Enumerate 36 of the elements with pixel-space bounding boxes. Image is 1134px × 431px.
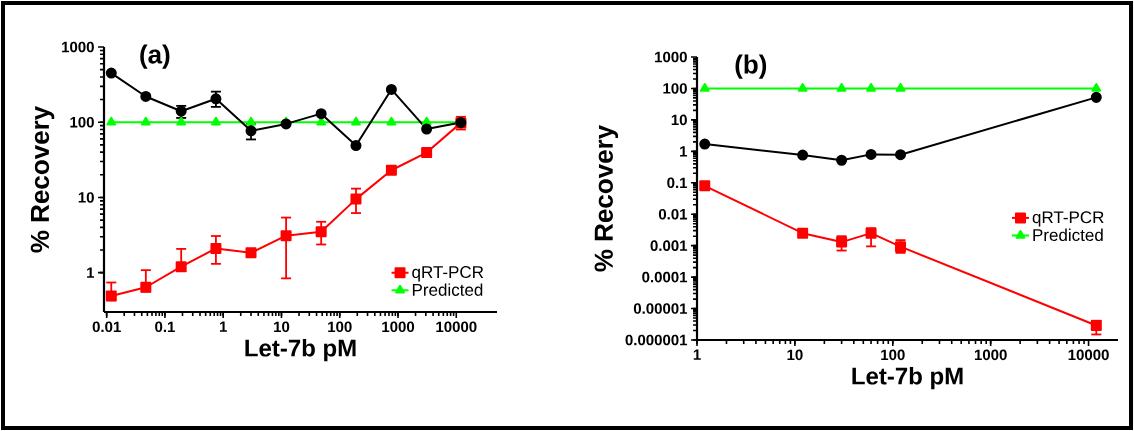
legend-label: qRT-PCR	[412, 266, 484, 282]
legend-label: qRT-PCR	[1032, 211, 1104, 227]
y-tick-label: 100	[663, 83, 687, 94]
y-tick-label: 10	[671, 114, 687, 126]
chart-title: (a)	[140, 44, 170, 69]
y-tick-label: 100	[70, 116, 94, 128]
x-tick-label: 0.1	[155, 321, 175, 333]
x-tick-label: 0.01	[92, 321, 121, 333]
x-tick-label: 1	[219, 321, 227, 332]
legend-label: Predicted	[412, 283, 483, 296]
legend-label: Predicted	[1033, 228, 1103, 242]
y-tick-label: 1	[680, 146, 688, 157]
y-tick-label: 10	[78, 192, 94, 203]
x-tick-label: 10	[274, 321, 290, 333]
y-axis-title: % Recovery	[30, 105, 55, 253]
y-tick-label: 1	[87, 267, 95, 278]
x-tick-label: 10000	[436, 321, 477, 333]
y-axis-title: % Recovery	[594, 124, 619, 272]
x-tick-label: 1	[693, 349, 701, 360]
x-tick-label: 10	[787, 349, 803, 361]
y-tick-label: 1000	[62, 41, 94, 53]
y-tick-label: 0.00001	[633, 303, 688, 314]
x-tick-label: 100	[881, 349, 905, 361]
y-tick-label: 0.000001	[625, 334, 688, 346]
y-tick-label: 0.0001	[642, 271, 688, 283]
x-tick-label: 1000	[382, 321, 415, 333]
x-tick-label: 10000	[1068, 349, 1109, 361]
y-tick-label: 0.1	[667, 177, 688, 189]
y-tick-label: 0.001	[650, 240, 688, 251]
x-tick-label: 100	[328, 321, 352, 333]
x-axis-title: Let-7b pM	[852, 366, 963, 390]
chart-title: (b)	[735, 54, 767, 79]
x-axis-title: Let-7b pM	[245, 338, 356, 362]
x-tick-label: 1000	[974, 349, 1007, 361]
y-tick-label: 0.01	[658, 208, 688, 220]
y-tick-label: 1000	[655, 51, 687, 63]
